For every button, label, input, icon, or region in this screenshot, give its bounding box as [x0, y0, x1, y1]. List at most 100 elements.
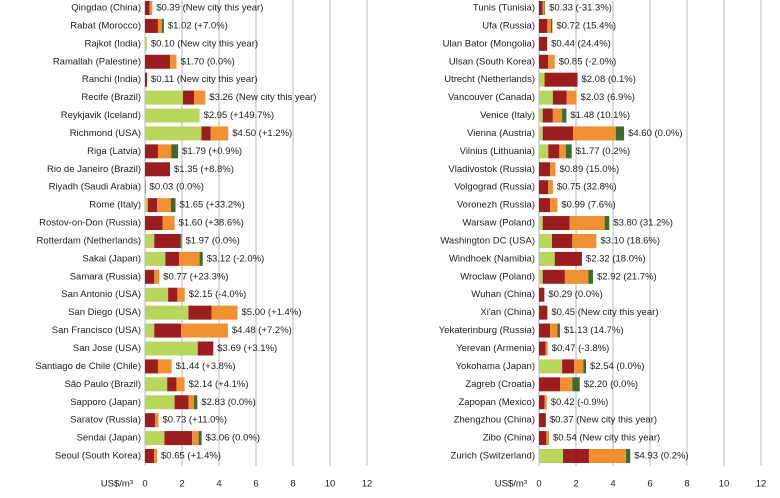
bar-segment: [583, 359, 586, 374]
bar-segment: [539, 18, 548, 33]
category-label: Ranchi (India): [82, 74, 141, 85]
bar-segment: [198, 431, 202, 446]
bar-segment: [145, 395, 175, 410]
bar-segment: [557, 323, 560, 338]
value-label: $2.92 (21.7%): [597, 271, 657, 282]
bar-segment: [201, 126, 211, 141]
bar-segment: [145, 431, 165, 446]
value-label: $0.11 (New city this year): [151, 74, 257, 85]
bar-segment: [182, 90, 195, 105]
bar-segment: [539, 305, 548, 320]
bar-segment: [588, 269, 594, 284]
bar-segment: [588, 449, 626, 463]
bar-segment: [145, 144, 158, 159]
bar-segment: [539, 323, 551, 338]
value-label: $0.54 (New city this year): [553, 433, 660, 444]
value-label: $2.95 (+149.7%): [204, 110, 275, 121]
value-label: $0.39 (New city this year): [156, 3, 263, 14]
category-label: Venice (Italy): [480, 110, 535, 121]
x-axis-label: US$/m³: [495, 479, 527, 490]
bar-segment: [547, 18, 552, 33]
category-label: Reykjavik (Iceland): [61, 110, 141, 121]
category-label: Ufa (Russia): [482, 20, 535, 31]
bar-segment: [562, 108, 567, 123]
bar-segment: [539, 162, 551, 177]
bar-segment: [145, 216, 163, 231]
x-tick-label: 8: [684, 479, 689, 490]
value-label: $3.69 (+3.1%): [217, 343, 277, 354]
value-label: $0.42 (-0.9%): [551, 397, 609, 408]
category-label: Seoul (South Korea): [55, 451, 141, 462]
bar-segment: [544, 395, 547, 410]
x-tick-label: 10: [325, 479, 336, 490]
bar-segment: [573, 126, 616, 141]
bar-segment: [625, 449, 631, 463]
bar-segment: [569, 216, 605, 231]
bar-segment: [552, 108, 563, 123]
category-label: Warsaw (Poland): [462, 218, 535, 229]
bar-segment: [145, 287, 169, 302]
bar-segment: [210, 126, 229, 141]
bar-segment: [157, 144, 172, 159]
x-tick-label: 4: [216, 479, 221, 490]
bar-segment: [548, 144, 560, 159]
category-label: Zapopan (Mexico): [458, 397, 535, 408]
category-label: Ramallah (Palestine): [53, 56, 141, 67]
category-label: San Jose (USA): [73, 343, 141, 354]
bar-segment: [615, 126, 625, 141]
bar-segment: [145, 54, 170, 69]
bar-segment: [145, 18, 158, 33]
bar-segment: [167, 377, 177, 392]
value-label: $0.77 (+23.3%): [163, 271, 228, 282]
bar-segment: [170, 198, 176, 213]
bar-segment: [539, 251, 555, 266]
category-label: Saratov (Russia): [70, 415, 141, 426]
bar-segment: [559, 144, 566, 159]
category-label: Zurich (Switzerland): [451, 451, 535, 462]
bar-segment: [188, 305, 212, 320]
bar-segment: [539, 198, 551, 213]
bar-segment: [539, 395, 545, 410]
bar-segment: [539, 216, 543, 231]
value-label: $2.15 (-4.0%): [189, 289, 247, 300]
bar-segment: [145, 162, 170, 177]
bar-segment: [565, 144, 572, 159]
bar-segment: [154, 233, 181, 248]
bar-segment: [145, 233, 155, 248]
value-label: $0.72 (15.4%): [556, 20, 616, 31]
x-tick-label: 10: [719, 479, 730, 490]
category-label: Zagreb (Croatia): [465, 379, 535, 390]
category-label: Wroclaw (Poland): [460, 271, 535, 282]
category-label: Samara (Russia): [70, 271, 141, 282]
category-label: Zibo (China): [483, 433, 535, 444]
value-label: $1.70 (0.0%): [180, 56, 234, 67]
category-label: Yekaterinburg (Russia): [439, 325, 535, 336]
bar-segment: [542, 108, 553, 123]
bar-segment: [165, 251, 180, 266]
value-label: $1.35 (+8.8%): [174, 164, 234, 175]
bar-segment: [548, 180, 553, 195]
value-label: $0.73 (+11.0%): [163, 415, 228, 426]
bar-segment: [154, 449, 158, 463]
category-label: Tunis (Tunisia): [473, 3, 535, 14]
bar-segment: [168, 287, 178, 302]
value-label: $1.60 (+38.6%): [179, 218, 244, 229]
bar-segment: [179, 251, 200, 266]
value-label: $1.44 (+3.8%): [176, 361, 236, 372]
value-label: $2.32 (18.0%): [586, 253, 646, 264]
x-axis-label: US$/m³: [101, 479, 133, 490]
bar-segment: [546, 431, 549, 446]
bar-segment: [539, 144, 549, 159]
bar-segment: [548, 54, 555, 69]
bar-segment: [539, 269, 543, 284]
value-label: $0.85 (-2.0%): [559, 56, 617, 67]
category-label: Yerevan (Armenia): [456, 343, 535, 354]
bar-segment: [564, 269, 589, 284]
category-label: Sapporo (Japan): [70, 397, 141, 408]
bar-segment: [197, 341, 214, 356]
value-label: $2.03 (6.9%): [581, 92, 635, 103]
bar-segment: [157, 198, 171, 213]
value-label: $1.79 (+0.9%): [182, 146, 242, 157]
bar-segment: [145, 269, 155, 284]
bar-segment: [192, 431, 199, 446]
